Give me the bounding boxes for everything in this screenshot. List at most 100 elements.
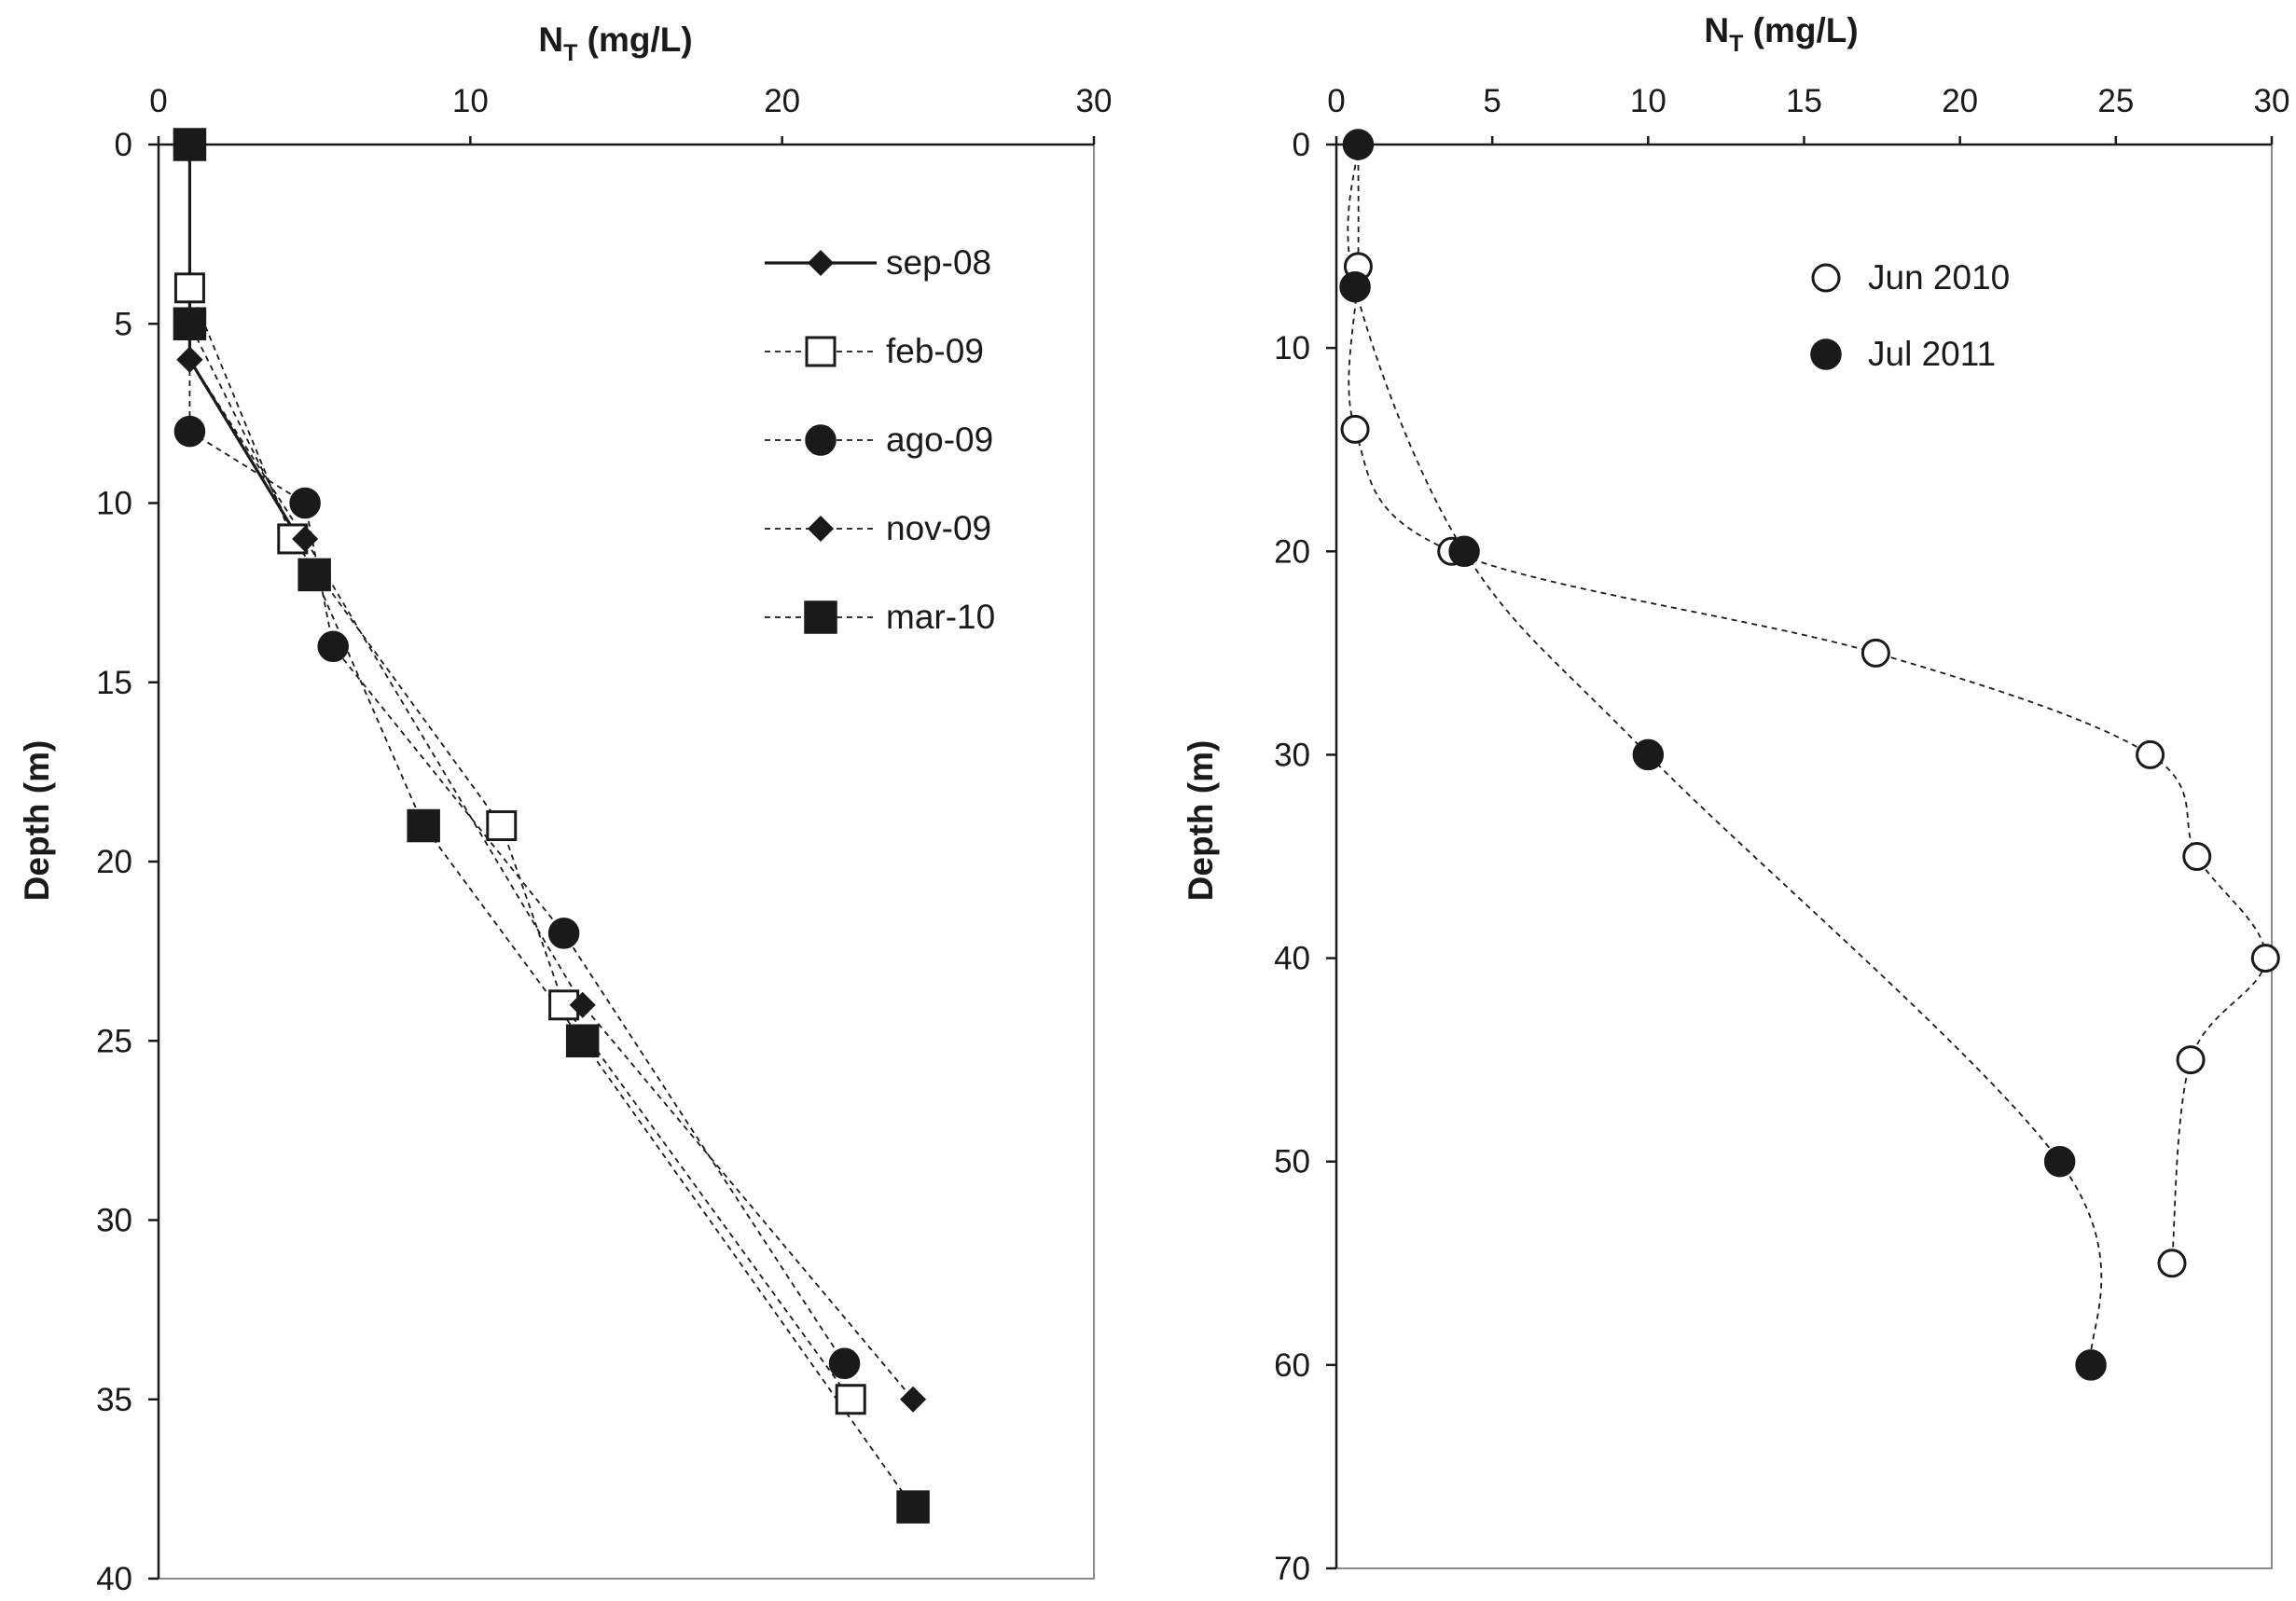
data-point-jun-2010 [2182,842,2212,871]
data-point-ago-09 [317,630,349,663]
legend-item-feb-09: feb-09 [765,332,984,370]
legend-marker-sample [804,600,837,634]
right-x-ticks: 0 5 10 15 20 25 30 [1327,83,2289,145]
right-y-tick-label: 50 [1274,1144,1310,1180]
left-y-tick-label: 20 [96,844,132,880]
data-point-feb-09 [835,1384,866,1415]
right-y-tick-label: 70 [1274,1551,1310,1587]
series-line-jun-2010 [1348,144,2267,1263]
right-y-ticks: 0 10 20 30 40 50 60 70 [1274,127,1336,1587]
right-y-tick-label: 20 [1274,533,1310,570]
data-point-jul-2011 [2043,1145,2076,1178]
right-x-axis-title-main: N [1704,11,1729,49]
left-x-axis-title-main: N [538,21,563,59]
legend-marker-sample [807,515,835,543]
left-y-tick-label: 25 [96,1023,132,1059]
left-x-tick-label: 20 [764,83,800,119]
legend-label: ago-09 [886,421,993,459]
series-line-sep-08 [187,145,300,540]
right-series-markers [1339,129,2280,1381]
right-x-axis-title-rest: (mg/L) [1743,11,1858,49]
legend-item-ago-09: ago-09 [765,421,993,459]
legend-label: Jul 2011 [1868,335,1996,373]
data-point-jun-2010 [2136,739,2165,769]
left-x-axis-title-rest: (mg/L) [577,21,692,59]
left-x-tick-label: 30 [1076,83,1113,119]
left-y-tick-label: 30 [96,1203,132,1239]
left-legend: sep-08 feb-09 ago-09 nov-09 mar-10 [765,243,995,636]
left-y-tick-label: 15 [96,665,132,701]
data-point-jul-2011 [1342,129,1375,160]
series-line-mar-10 [188,145,914,1508]
legend-marker-sample [805,424,837,456]
right-plot-frame [1335,144,2273,1569]
series-line-nov-09 [188,145,914,1401]
data-point-jun-2010 [2157,1249,2187,1278]
legend-marker-sample [807,249,835,277]
right-legend: Jun 2010 Jul 2011 [1810,258,2010,373]
series-line-ago-09 [188,145,846,1364]
right-x-tick-label: 25 [2097,83,2134,119]
data-point-ago-09 [547,918,580,949]
data-point-mar-10 [173,128,207,161]
data-point-nov-09 [292,525,319,553]
left-y-tick-label: 0 [115,127,132,163]
data-point-nov-09 [176,346,203,373]
left-y-ticks: 0 5 10 15 20 25 30 35 40 [96,127,159,1597]
legend-item-nov-09: nov-09 [765,509,991,547]
right-y-tick-label: 10 [1274,330,1310,366]
legend-item-sep-08: sep-08 [765,243,991,282]
data-point-mar-10 [173,307,207,340]
left-series-markers [173,128,930,1524]
data-point-mar-10 [565,1024,600,1057]
data-point-ago-09 [289,487,321,519]
legend-label: feb-09 [886,332,984,370]
left-y-tick-label: 40 [96,1561,132,1597]
data-point-mar-10 [297,558,331,592]
data-point-feb-09 [173,272,205,304]
left-x-axis-title: NT (mg/L) [538,21,692,66]
data-point-jun-2010 [2250,944,2280,973]
right-y-tick-label: 60 [1274,1347,1310,1384]
right-x-tick-label: 5 [1483,83,1501,119]
left-chart: NT (mg/L) Depth (m) 0 10 20 30 0 5 10 15 20 25 30… [18,21,1112,1597]
left-series-lines [187,145,914,1508]
right-x-tick-label: 0 [1327,83,1345,119]
left-x-ticks: 0 10 20 30 [149,83,1112,145]
left-x-tick-label: 10 [452,83,489,119]
left-y-tick-label: 35 [96,1382,132,1418]
data-point-ago-09 [828,1347,861,1380]
right-x-tick-label: 20 [1942,83,1978,119]
data-point-mar-10 [407,808,440,843]
data-point-jul-2011 [1339,270,1371,303]
data-point-nov-09 [569,991,596,1018]
legend-marker-sample [805,336,837,367]
legend-label: sep-08 [886,243,991,282]
right-chart: NT (mg/L) Depth (m) 0 5 10 15 20 25 30 0 10 20 30… [1182,11,2289,1587]
left-x-tick-label: 0 [149,83,167,119]
data-point-jul-2011 [1448,535,1480,568]
left-y-tick-label: 10 [96,486,132,522]
right-y-tick-label: 30 [1274,737,1310,773]
right-x-tick-label: 15 [1786,83,1822,119]
legend-label: Jun 2010 [1868,258,2010,297]
data-point-ago-09 [173,415,206,448]
data-point-feb-09 [486,810,518,842]
data-point-jun-2010 [1860,638,1890,668]
legend-marker-sample [1810,338,1842,370]
data-point-jun-2010 [1340,414,1370,444]
right-y-tick-label: 40 [1274,941,1310,977]
right-y-tick-label: 0 [1293,127,1310,163]
data-point-nov-09 [900,1386,927,1413]
right-x-tick-label: 30 [2254,83,2290,119]
data-point-jul-2011 [1632,738,1665,771]
legend-item-jul-2011: Jul 2011 [1810,335,1996,373]
legend-item-mar-10: mar-10 [765,598,995,636]
right-y-axis-title: Depth (m) [1182,740,1220,902]
right-x-axis-title-sub: T [1729,31,1743,57]
legend-item-jun-2010: Jun 2010 [1811,258,2010,297]
data-point-mar-10 [896,1490,930,1524]
legend-label: nov-09 [886,509,991,547]
series-line-feb-09 [188,145,851,1401]
